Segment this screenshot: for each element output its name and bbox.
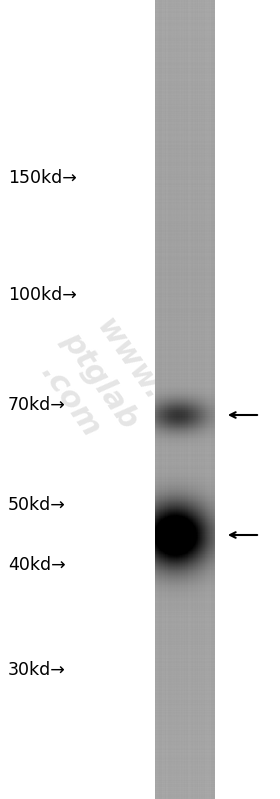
Text: 70kd→: 70kd→: [8, 396, 66, 414]
Text: 100kd→: 100kd→: [8, 286, 77, 304]
Text: 150kd→: 150kd→: [8, 169, 77, 187]
Text: 30kd→: 30kd→: [8, 661, 66, 679]
Text: 40kd→: 40kd→: [8, 556, 66, 574]
Text: www.
ptglab
.com: www. ptglab .com: [27, 305, 173, 455]
Text: 50kd→: 50kd→: [8, 496, 66, 514]
